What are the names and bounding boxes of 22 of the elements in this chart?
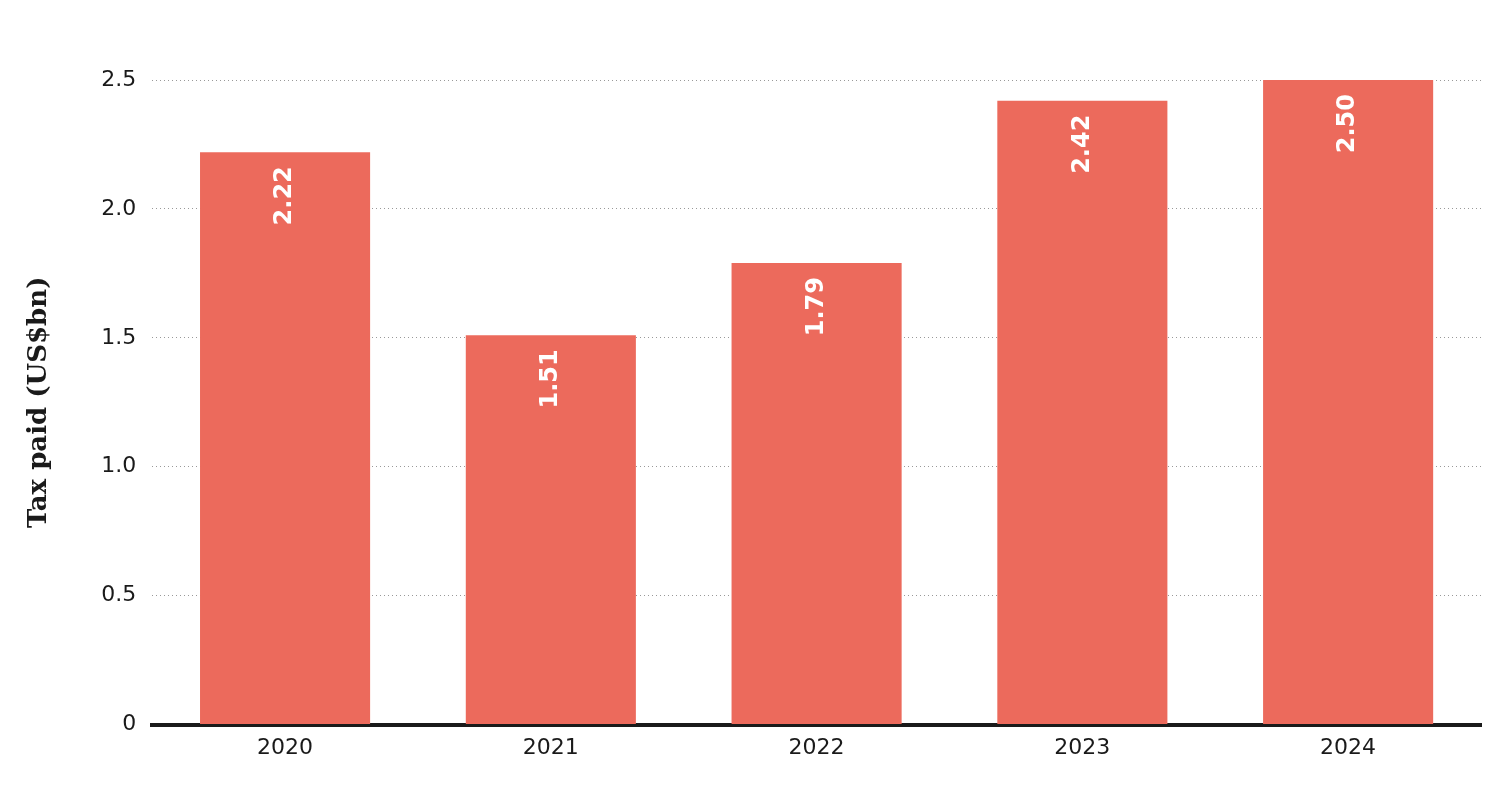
- y-axis-title: Tax paid (US$bn): [22, 276, 53, 529]
- bar: [465, 335, 636, 725]
- x-tick-label: 2022: [788, 733, 845, 759]
- data-label: 2.22: [269, 166, 298, 226]
- bar: [997, 100, 1168, 725]
- data-label: 1.51: [535, 349, 564, 409]
- data-label: 2.42: [1066, 114, 1095, 174]
- y-tick-label: 0: [122, 710, 137, 736]
- y-tick-label: 2.5: [101, 65, 137, 91]
- y-tick-label: 2.0: [101, 194, 137, 220]
- data-label: 2.50: [1332, 94, 1361, 154]
- y-tick-label: 0.5: [101, 581, 137, 607]
- data-label: 1.79: [800, 277, 829, 337]
- x-tick-label: 2021: [522, 733, 579, 759]
- x-tick-label: 2020: [257, 733, 314, 759]
- bar: [731, 263, 902, 725]
- y-tick-label: 1.0: [101, 452, 137, 478]
- bar: [200, 152, 371, 725]
- bar: [1263, 80, 1434, 725]
- x-tick-label: 2023: [1054, 733, 1111, 759]
- y-tick-label: 1.5: [101, 323, 137, 349]
- x-tick-label: 2024: [1320, 733, 1377, 759]
